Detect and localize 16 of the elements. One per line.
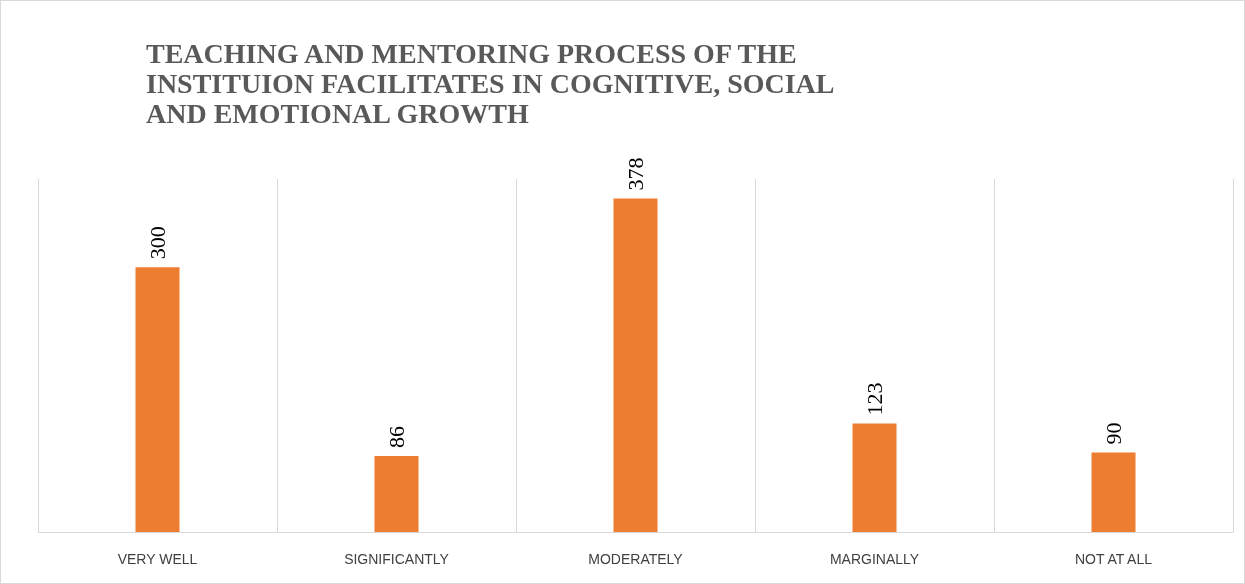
x-tick-label: MARGINALLY	[829, 551, 920, 567]
bar	[852, 423, 897, 532]
data-label: 86	[384, 426, 409, 449]
data-label: 378	[623, 157, 648, 191]
bar	[135, 267, 180, 532]
x-tick-label: VERY WELL	[117, 551, 198, 567]
bar	[374, 456, 419, 532]
data-label: 300	[145, 226, 170, 260]
bar	[613, 198, 658, 532]
data-label: 90	[1101, 422, 1126, 445]
bar	[1091, 452, 1136, 532]
x-tick-label: MODERATELY	[588, 551, 684, 567]
x-tick-label: NOT AT ALL	[1074, 551, 1153, 567]
chart-title: TEACHING AND MENTORING PROCESS OF THE INSTITUION FACILITATES IN COGNITIVE, SOCIAL AND EMOTIONAL GROWTH	[146, 37, 840, 129]
x-tick-label: SIGNIFICANTLY	[344, 551, 450, 567]
data-label: 123	[862, 382, 887, 416]
